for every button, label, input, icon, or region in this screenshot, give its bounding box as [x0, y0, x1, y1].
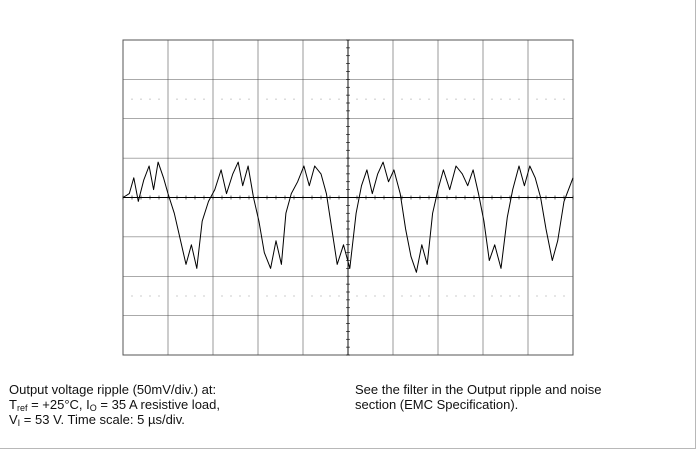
- grid-dot: [554, 98, 556, 100]
- grid-dot: [518, 98, 520, 100]
- grid-dot: [410, 98, 412, 100]
- grid-dot: [248, 295, 250, 297]
- grid-dot: [275, 295, 277, 297]
- grid-dot: [338, 295, 340, 297]
- grid-dot: [194, 98, 196, 100]
- grid-dot: [536, 98, 538, 100]
- grid-dot: [500, 98, 502, 100]
- grid-dot: [149, 98, 151, 100]
- grid-dot: [131, 295, 133, 297]
- grid-dot: [401, 295, 403, 297]
- caption-right-line1: See the filter in the Output ripple and …: [355, 382, 602, 397]
- grid-dot: [221, 295, 223, 297]
- caption-left-line3: VI = 53 V. Time scale: 5 µs/div.: [9, 412, 185, 428]
- grid-dot: [176, 295, 178, 297]
- grid-dot: [185, 295, 187, 297]
- grid-dot: [221, 98, 223, 100]
- grid-dot: [230, 98, 232, 100]
- grid-dot: [158, 98, 160, 100]
- grid-dot: [140, 98, 142, 100]
- grid-dot: [464, 98, 466, 100]
- grid-dot: [239, 295, 241, 297]
- grid-dot: [293, 295, 295, 297]
- grid-dot: [545, 295, 547, 297]
- grid-dot: [131, 98, 133, 100]
- grid-dot: [149, 295, 151, 297]
- grid-dot: [455, 295, 457, 297]
- center-axes: [122, 39, 574, 356]
- caption-right: See the filter in the Output ripple and …: [355, 382, 601, 412]
- grid-dot: [509, 295, 511, 297]
- grid-dot: [194, 295, 196, 297]
- grid-dot: [338, 98, 340, 100]
- grid-dot: [356, 98, 358, 100]
- grid-dot: [491, 295, 493, 297]
- grid-dot: [410, 295, 412, 297]
- grid-dot: [320, 98, 322, 100]
- grid-dot: [383, 98, 385, 100]
- grid-dot: [284, 98, 286, 100]
- grid-dot: [176, 98, 178, 100]
- caption-left: Output voltage ripple (50mV/div.) at: Tr…: [9, 382, 220, 428]
- ripple-trace-line: [122, 161, 574, 273]
- grid-dot: [266, 295, 268, 297]
- grid-dot: [311, 98, 313, 100]
- grid-dot: [374, 98, 376, 100]
- caption-left-line1: Output voltage ripple (50mV/div.) at:: [9, 382, 217, 397]
- grid-dot: [509, 98, 511, 100]
- grid-dot: [365, 98, 367, 100]
- grid-dot: [419, 98, 421, 100]
- grid-dot: [203, 295, 205, 297]
- grid-dot: [473, 295, 475, 297]
- caption-left-line2: Tref = +25°C, IO = 35 A resistive load,: [9, 397, 220, 413]
- grid-dot: [401, 98, 403, 100]
- grid-dot: [500, 295, 502, 297]
- grid-dot: [428, 98, 430, 100]
- grid-dot: [446, 98, 448, 100]
- grid-dot: [464, 295, 466, 297]
- grid-dot: [563, 295, 565, 297]
- grid-dot: [311, 295, 313, 297]
- grid-dot: [419, 295, 421, 297]
- grid-dot: [428, 295, 430, 297]
- grid-dot: [293, 98, 295, 100]
- grid-dot: [446, 295, 448, 297]
- grid-dot: [158, 295, 160, 297]
- grid-dot: [554, 295, 556, 297]
- grid-dot: [365, 295, 367, 297]
- grid-dot: [518, 295, 520, 297]
- grid-dot: [266, 98, 268, 100]
- grid-dot: [356, 295, 358, 297]
- grid-dot: [491, 98, 493, 100]
- grid-dot: [275, 98, 277, 100]
- grid-dot: [329, 295, 331, 297]
- grid-dot: [185, 98, 187, 100]
- grid-dot: [473, 98, 475, 100]
- grid-dot: [230, 295, 232, 297]
- grid-dot: [329, 98, 331, 100]
- grid-dot: [374, 295, 376, 297]
- grid-dot: [320, 295, 322, 297]
- grid-dot: [239, 98, 241, 100]
- grid-dot: [545, 98, 547, 100]
- grid-dot: [563, 98, 565, 100]
- grid-dot: [248, 98, 250, 100]
- ripple-trace: [122, 161, 574, 273]
- grid-dot: [140, 295, 142, 297]
- grid-dot: [536, 295, 538, 297]
- grid-dot: [455, 98, 457, 100]
- grid-dot: [284, 295, 286, 297]
- grid-dot: [383, 295, 385, 297]
- grid-dot: [203, 98, 205, 100]
- caption-right-line2: section (EMC Specification).: [355, 397, 519, 412]
